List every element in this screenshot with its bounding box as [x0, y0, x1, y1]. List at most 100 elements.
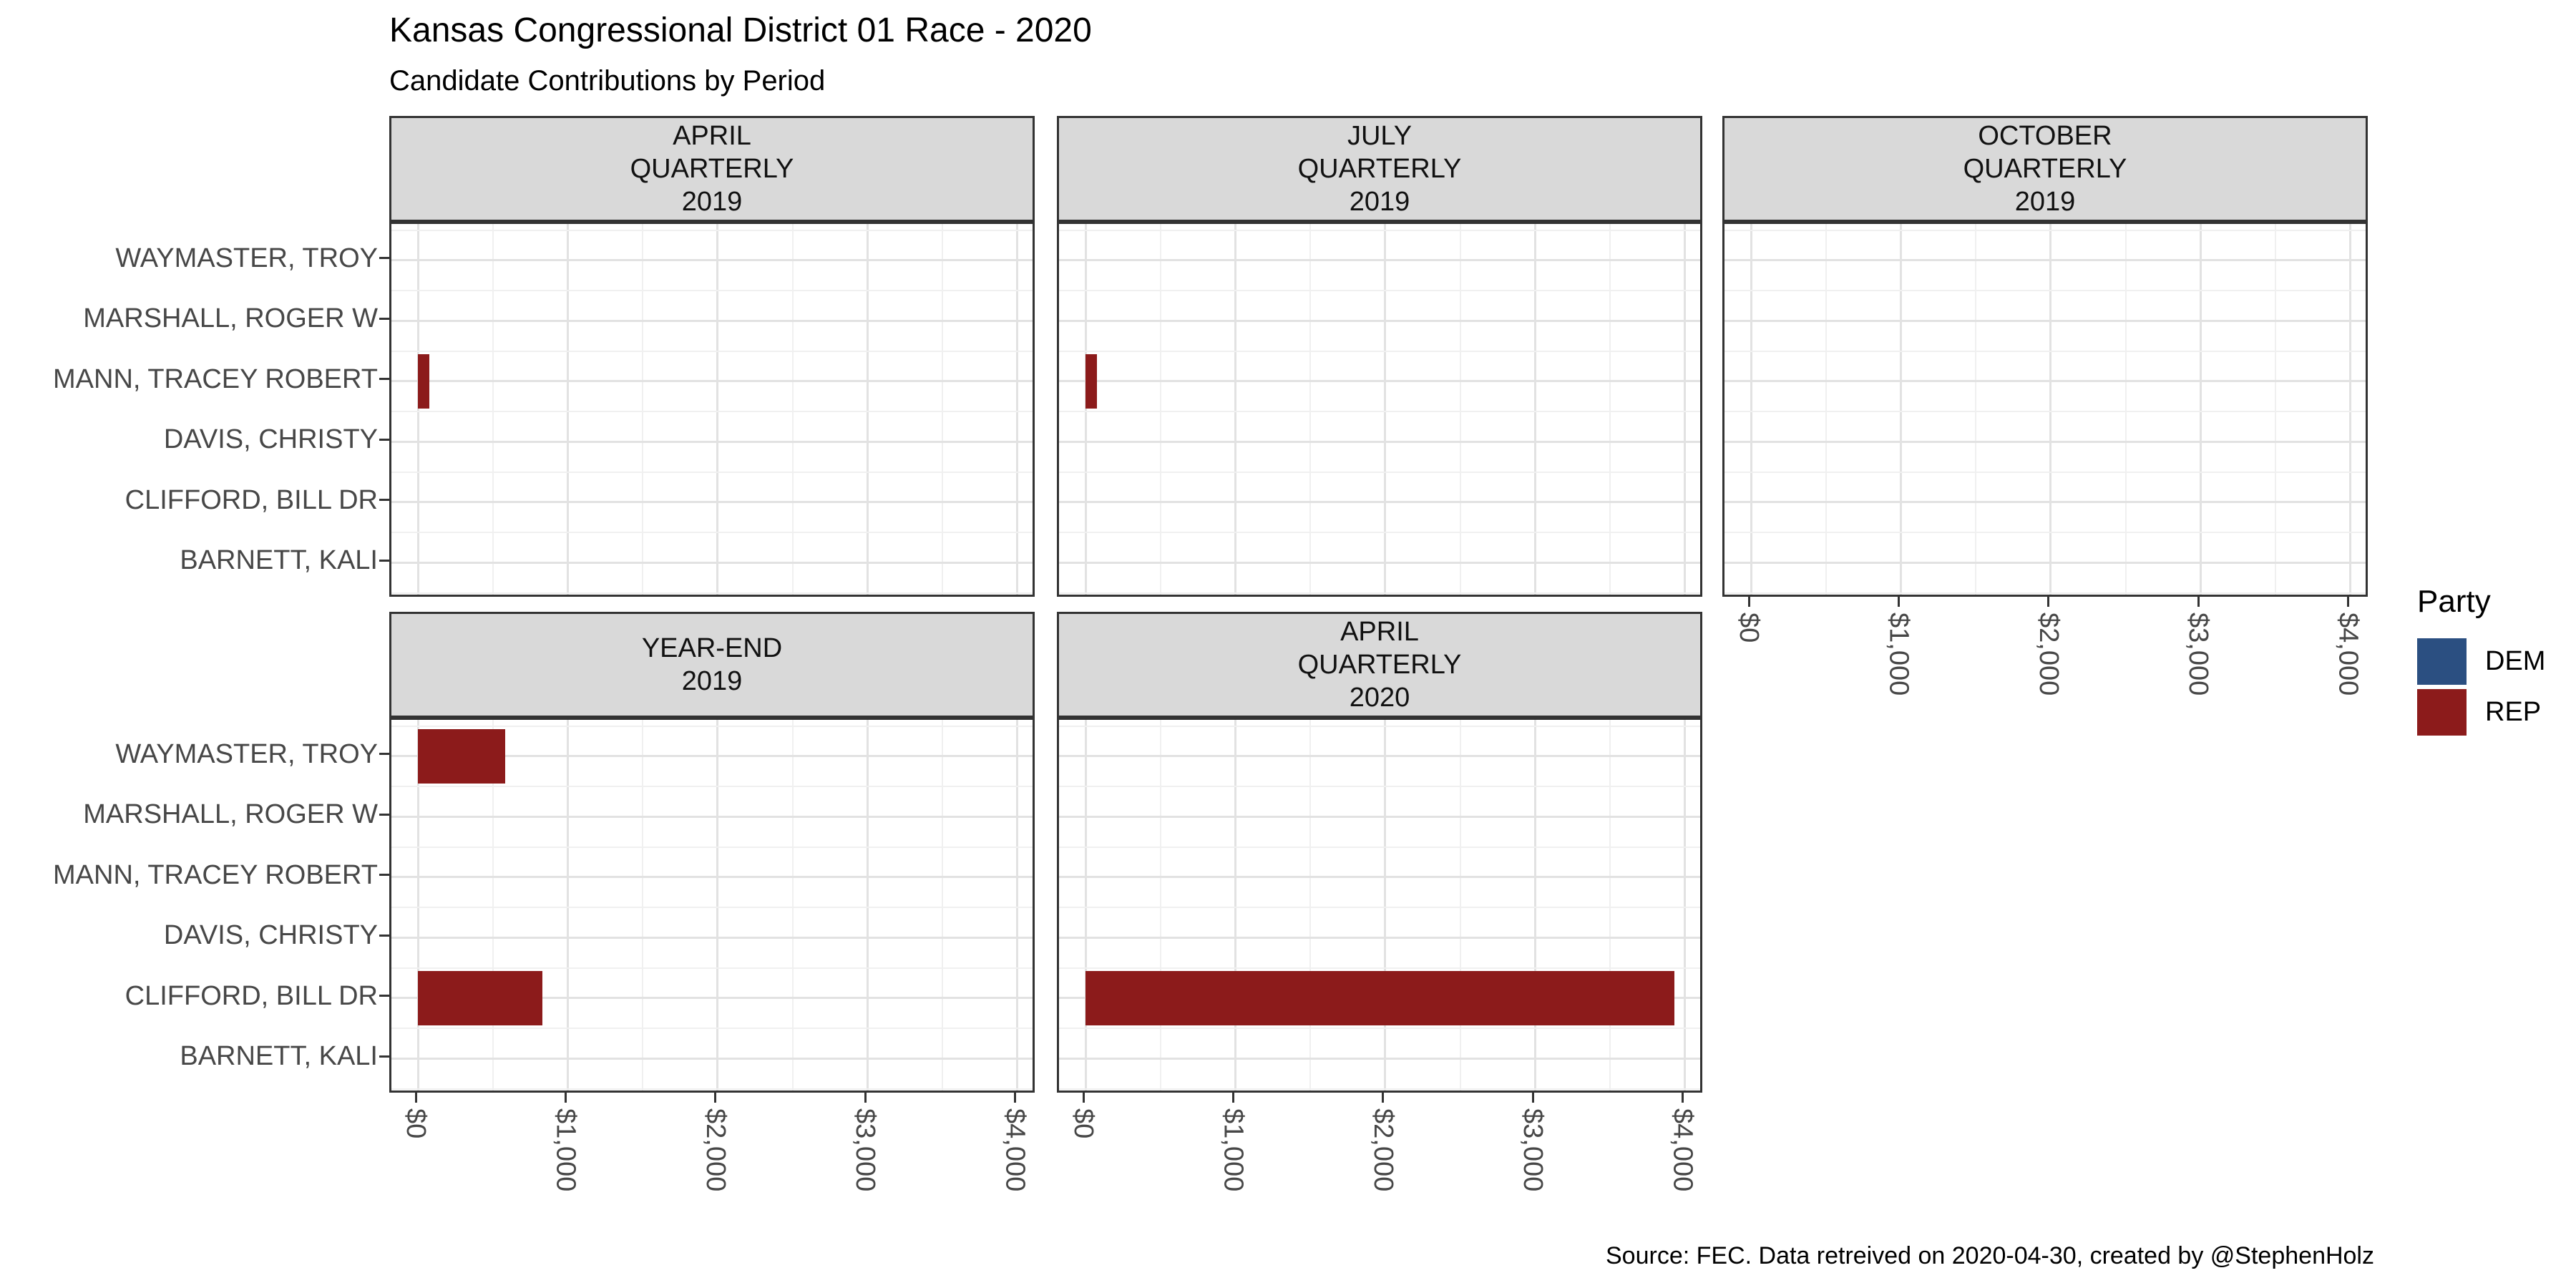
y-axis-tick: [379, 753, 389, 756]
y-axis-label: BARNETT, KALI: [180, 545, 378, 576]
x-axis-label: $3,000: [1518, 1108, 1548, 1192]
gridline-major-vertical: [1234, 720, 1236, 1091]
gridline-minor-vertical: [1825, 224, 1827, 595]
gridline-minor-horizontal: [391, 1028, 1033, 1029]
gridline-major-vertical: [1384, 720, 1387, 1091]
facet-panel: [389, 222, 1035, 597]
gridline-major-vertical: [1384, 224, 1387, 595]
x-axis-tick: [1897, 597, 1900, 607]
x-axis-tick: [1231, 1093, 1234, 1103]
gridline-minor-horizontal: [1059, 471, 1700, 473]
x-axis-label: $0: [401, 1108, 431, 1139]
gridline-minor-horizontal: [1059, 907, 1700, 908]
gridline-major-vertical: [1533, 224, 1536, 595]
gridline-minor-horizontal: [391, 786, 1033, 787]
y-axis-tick: [379, 257, 389, 260]
gridline-major-horizontal: [1059, 936, 1700, 939]
x-axis-label: $4,000: [1000, 1108, 1030, 1192]
gridline-major-vertical: [566, 224, 569, 595]
gridline-minor-vertical: [2274, 224, 2276, 595]
chart-title: Kansas Congressional District 01 Race - …: [389, 11, 1092, 49]
x-axis-label: $1,000: [1218, 1108, 1249, 1192]
y-axis-tick: [379, 499, 389, 502]
y-axis-tick: [379, 934, 389, 937]
x-axis-tick: [1382, 1093, 1385, 1103]
gridline-minor-horizontal: [1059, 967, 1700, 969]
gridline-minor-horizontal: [1059, 290, 1700, 291]
legend: Party DEM REP: [2417, 584, 2545, 740]
x-axis-label: $3,000: [2183, 613, 2214, 696]
y-axis-tick: [379, 995, 389, 997]
y-axis-label: WAYMASTER, TROY: [115, 738, 378, 769]
x-axis-tick: [864, 1093, 867, 1103]
gridline-major-vertical: [1899, 224, 1902, 595]
gridline-minor-horizontal: [391, 532, 1033, 533]
gridline-major-vertical: [2199, 224, 2202, 595]
contribution-bar: [1085, 970, 1674, 1025]
gridline-minor-horizontal: [391, 725, 1033, 727]
gridline-major-horizontal: [391, 876, 1033, 879]
gridline-minor-vertical: [791, 224, 794, 595]
facet-strip: APRIL QUARTERLY 2019: [389, 116, 1035, 222]
gridline-minor-horizontal: [1059, 592, 1700, 594]
y-axis-label: DAVIS, CHRISTY: [163, 424, 378, 455]
chart-subtitle: Candidate Contributions by Period: [389, 65, 826, 97]
gridline-minor-vertical: [642, 720, 644, 1091]
gridline-major-horizontal: [1724, 501, 2366, 504]
x-axis-label: $4,000: [2333, 613, 2363, 696]
gridline-major-horizontal: [1059, 501, 1700, 504]
gridline-minor-vertical: [941, 720, 943, 1091]
gridline-minor-vertical: [1609, 720, 1611, 1091]
facet-strip: JULY QUARTERLY 2019: [1057, 116, 1702, 222]
y-axis-label: CLIFFORD, BILL DR: [125, 980, 378, 1011]
gridline-minor-horizontal: [391, 907, 1033, 908]
gridline-major-vertical: [716, 224, 719, 595]
gridline-minor-horizontal: [391, 290, 1033, 291]
gridline-major-horizontal: [1059, 815, 1700, 818]
gridline-major-vertical: [2049, 224, 2052, 595]
x-axis-tick: [564, 1093, 567, 1103]
y-axis-tick: [379, 874, 389, 877]
x-axis-label: $1,000: [550, 1108, 581, 1192]
gridline-minor-horizontal: [391, 1088, 1033, 1090]
gridline-major-horizontal: [1059, 440, 1700, 443]
y-axis-label: MARSHALL, ROGER W: [83, 303, 378, 334]
y-axis-tick: [379, 317, 389, 320]
x-axis-label: $3,000: [850, 1108, 881, 1192]
gridline-major-horizontal: [1059, 259, 1700, 262]
x-axis-tick: [2347, 597, 2350, 607]
gridline-major-horizontal: [1059, 561, 1700, 564]
x-axis-label: $0: [1734, 613, 1764, 643]
gridline-major-horizontal: [1724, 259, 2366, 262]
gridline-minor-horizontal: [391, 846, 1033, 848]
facet-panel: [389, 718, 1035, 1093]
gridline-minor-vertical: [642, 224, 644, 595]
y-axis-label: DAVIS, CHRISTY: [163, 920, 378, 951]
legend-entries: DEM REP: [2417, 638, 2545, 736]
gridline-minor-vertical: [1459, 720, 1461, 1091]
y-axis-tick: [379, 438, 389, 441]
source-caption: Source: FEC. Data retreived on 2020-04-3…: [1606, 1242, 2374, 1269]
contribution-bar: [418, 728, 505, 784]
gridline-minor-vertical: [941, 224, 943, 595]
facet-panel: [1722, 222, 2368, 597]
x-axis-label: $2,000: [1367, 1108, 1398, 1192]
facet-panel: [1057, 718, 1702, 1093]
gridline-minor-horizontal: [391, 411, 1033, 412]
x-axis-tick: [414, 1093, 417, 1103]
legend-entry: DEM: [2417, 638, 2545, 685]
gridline-major-horizontal: [1059, 319, 1700, 322]
x-axis-label: $4,000: [1667, 1108, 1698, 1192]
gridline-minor-horizontal: [1059, 786, 1700, 787]
y-axis-label: MANN, TRACEY ROBERT: [53, 859, 378, 890]
gridline-major-vertical: [416, 720, 419, 1091]
gridline-major-vertical: [566, 720, 569, 1091]
gridline-major-horizontal: [391, 561, 1033, 564]
gridline-major-vertical: [716, 720, 719, 1091]
gridline-major-vertical: [1016, 224, 1019, 595]
contribution-bar: [1085, 353, 1097, 409]
y-axis-tick: [379, 813, 389, 816]
gridline-major-horizontal: [391, 1057, 1033, 1060]
gridline-major-horizontal: [1724, 440, 2366, 443]
gridline-major-horizontal: [1059, 876, 1700, 879]
